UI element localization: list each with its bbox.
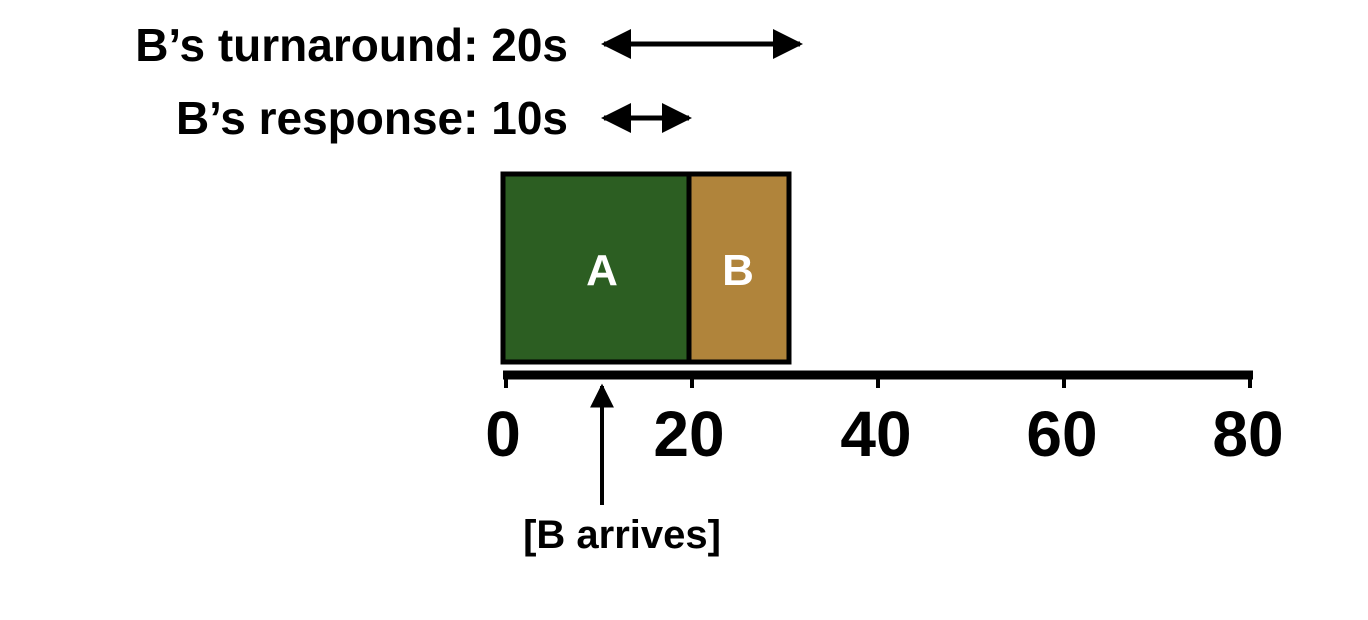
- axis-tick-label-80: 80: [1212, 398, 1283, 470]
- job-label-b: B: [722, 246, 754, 295]
- response-label: B’s response: 10s: [176, 92, 568, 144]
- job-label-a: A: [586, 246, 618, 295]
- axis-tick-label-20: 20: [653, 398, 724, 470]
- job-block-b: [686, 171, 792, 365]
- arrival-label: [B arrives]: [523, 513, 721, 557]
- turnaround-label: B’s turnaround: 20s: [135, 19, 568, 71]
- axis-tick-label-0: 0: [485, 398, 521, 470]
- axis-tick-label-60: 60: [1026, 398, 1097, 470]
- axis-tick-label-40: 40: [840, 398, 911, 470]
